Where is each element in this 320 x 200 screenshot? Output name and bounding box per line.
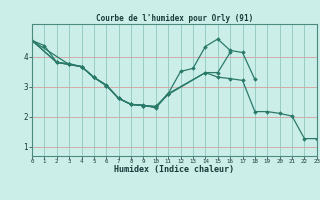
Title: Courbe de l'humidex pour Orly (91): Courbe de l'humidex pour Orly (91) — [96, 14, 253, 23]
X-axis label: Humidex (Indice chaleur): Humidex (Indice chaleur) — [115, 165, 234, 174]
